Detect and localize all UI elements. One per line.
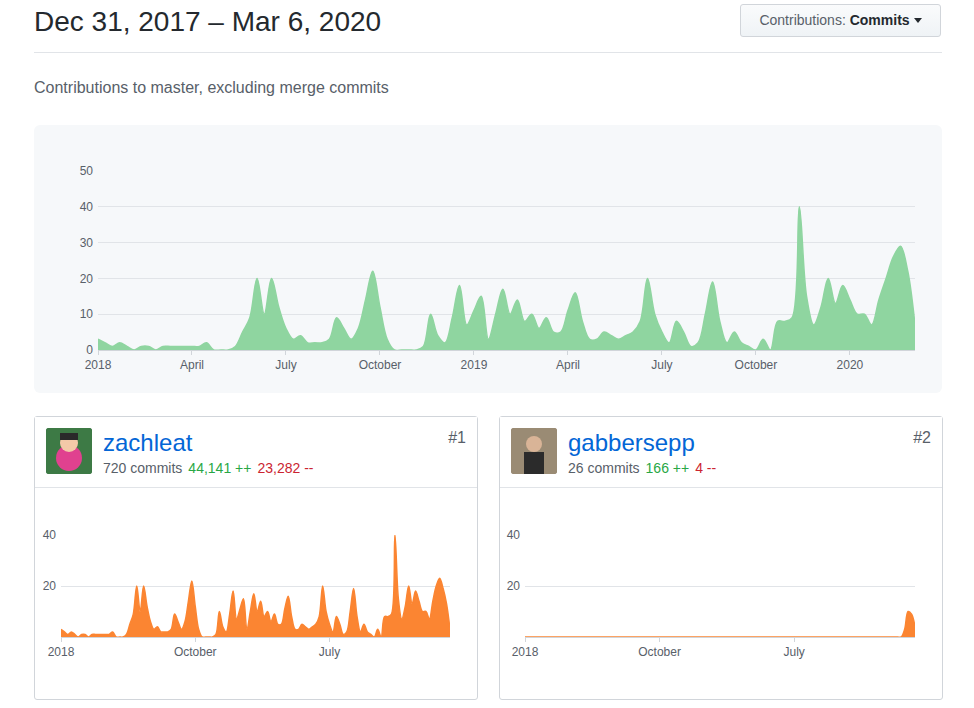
svg-text:2018: 2018 [85,358,112,372]
html-text:#1: #1 [448,429,466,446]
svg-text:July: July [784,645,805,659]
svg-text:0: 0 [86,343,93,357]
html-text:Dec 31, 2017 – Mar 6, 2020: Dec 31, 2017 – Mar 6, 2020 [34,6,382,37]
svg-text:10: 10 [80,307,94,321]
html-text:720 commits 44,141 ++ 23,282 -: 720 commits 44,141 ++ 23,282 -- [103,460,314,476]
html-text:#2: #2 [913,429,931,446]
svg-text:October: October [638,645,681,659]
svg-text:July: July [651,358,672,372]
html-text:Contributions: Commits: Contributions: Commits [759,12,910,28]
svg-text:40: 40 [43,528,57,542]
svg-text:October: October [735,358,778,372]
svg-text:October: October [359,358,402,372]
svg-text:2020: 2020 [837,358,864,372]
svg-text:April: April [556,358,580,372]
svg-text:April: April [180,358,204,372]
svg-text:20: 20 [507,579,521,593]
svg-text:July: July [275,358,296,372]
svg-text:October: October [174,645,217,659]
svg-text:2018: 2018 [48,645,75,659]
svg-text:20: 20 [43,579,57,593]
svg-text:40: 40 [507,528,521,542]
html-text:26 commits 166 ++ 4 --: 26 commits 166 ++ 4 -- [568,460,717,476]
svg-text:2019: 2019 [461,358,488,372]
svg-text:30: 30 [80,236,94,250]
html-text:gabbersepp: gabbersepp [568,429,695,456]
html-text:Contributions to master, exclu: Contributions to master, excluding merge… [34,79,389,96]
html-text:zachleat: zachleat [103,429,193,456]
svg-text:2018: 2018 [512,645,539,659]
svg-text:July: July [319,645,340,659]
svg-text:20: 20 [80,272,94,286]
svg-text:50: 50 [80,164,94,178]
svg-text:40: 40 [80,200,94,214]
